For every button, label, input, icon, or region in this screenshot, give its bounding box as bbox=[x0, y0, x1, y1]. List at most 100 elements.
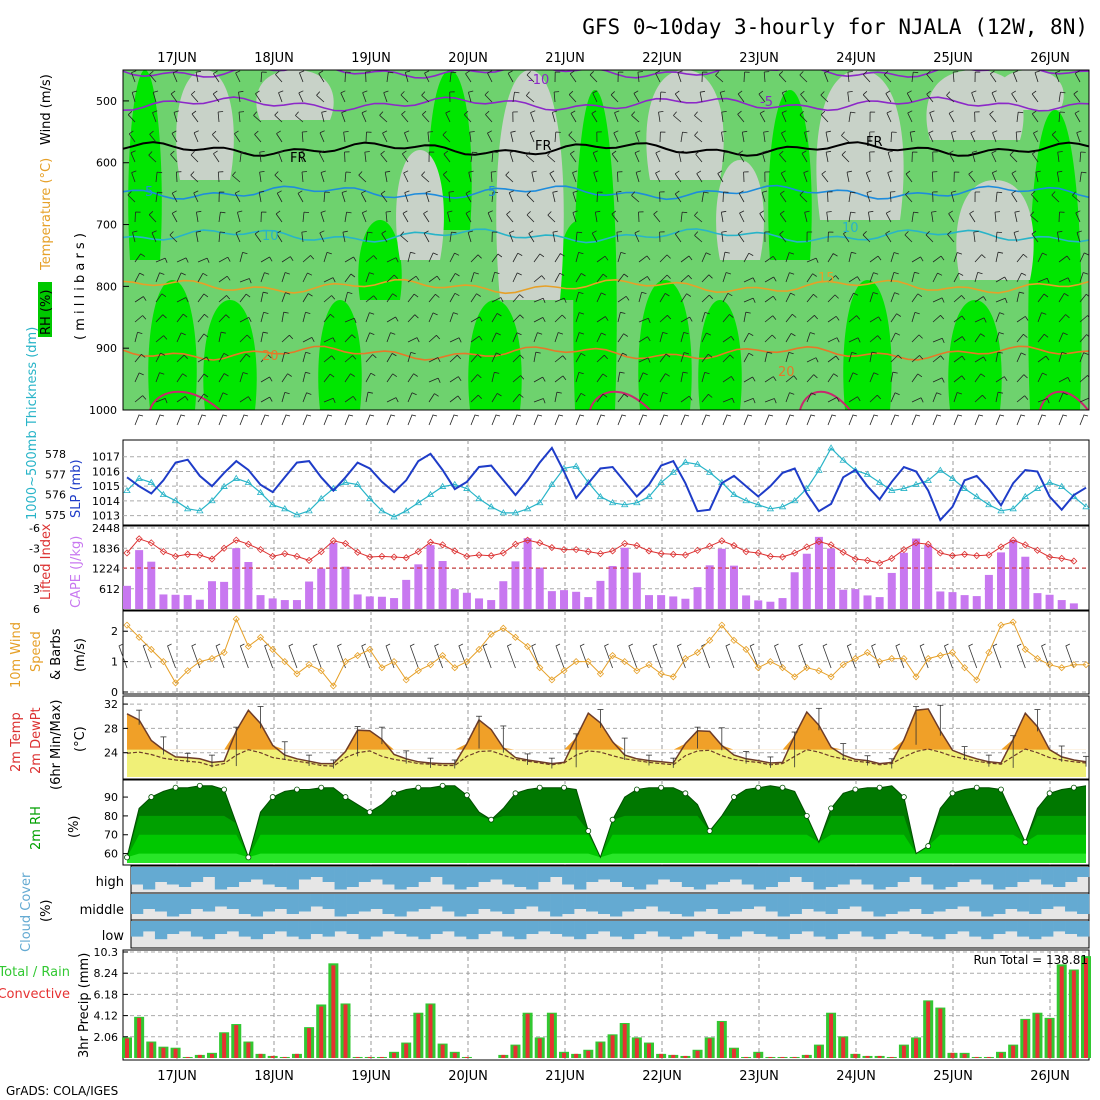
wind-barb bbox=[951, 130, 957, 143]
wind-barb bbox=[449, 354, 461, 363]
run-total: Run Total = 138.81 bbox=[973, 953, 1088, 967]
cloud-bar bbox=[993, 894, 1006, 914]
wind-barb bbox=[508, 190, 514, 203]
cloud-bar bbox=[945, 867, 958, 887]
wind-barb bbox=[341, 110, 347, 123]
cloud-bar bbox=[274, 894, 287, 909]
wind-barb bbox=[449, 292, 460, 303]
precip-conv-bar bbox=[719, 1021, 724, 1058]
thickness-marker bbox=[997, 507, 1005, 514]
precip-conv-bar bbox=[1059, 966, 1064, 1058]
wind-barb bbox=[1016, 374, 1028, 383]
wind-barb bbox=[827, 373, 839, 383]
li-marker bbox=[269, 552, 277, 560]
wind-barb bbox=[213, 150, 220, 163]
wind-barb bbox=[169, 231, 178, 243]
surface-barb bbox=[407, 414, 417, 426]
wind-marker bbox=[451, 664, 459, 672]
li-marker bbox=[754, 549, 762, 557]
cape-bar bbox=[851, 589, 860, 609]
surface-barb bbox=[701, 414, 711, 426]
wind-barb bbox=[911, 271, 920, 283]
wind-barb bbox=[995, 332, 1004, 343]
wind-barb bbox=[575, 252, 584, 263]
wind-barb bbox=[533, 317, 546, 323]
li-marker bbox=[548, 544, 556, 552]
cape-bar bbox=[827, 548, 836, 609]
cloud-bar bbox=[957, 894, 970, 907]
cloud-bar bbox=[250, 921, 264, 940]
rh-marker bbox=[391, 790, 397, 797]
cloud-bar bbox=[909, 894, 922, 909]
cloud-bar bbox=[693, 867, 707, 890]
thickness-marker bbox=[985, 500, 993, 508]
rh-marker bbox=[682, 790, 689, 797]
wind-barb bbox=[171, 190, 178, 203]
wind-barb bbox=[302, 311, 311, 323]
wind-barb bbox=[302, 337, 315, 343]
wind-barb bbox=[764, 376, 777, 383]
cape-bar bbox=[608, 565, 617, 609]
thickness-marker bbox=[159, 490, 168, 498]
wind-barb bbox=[1041, 643, 1050, 669]
wind-barb bbox=[1016, 352, 1026, 363]
precip-conv-bar bbox=[829, 1013, 834, 1058]
surface-barb bbox=[218, 414, 228, 426]
wind-barb bbox=[218, 331, 226, 343]
cloud-bar bbox=[669, 867, 683, 882]
wind-barb bbox=[739, 210, 745, 223]
y-tick-label: 80 bbox=[104, 810, 118, 823]
cape-bar bbox=[936, 591, 945, 609]
wind-barb bbox=[974, 333, 985, 343]
contour-label-pos5-2: 5 bbox=[488, 185, 496, 200]
wind-barb bbox=[259, 171, 265, 183]
wind-barb bbox=[717, 170, 724, 183]
cloud-bar bbox=[322, 867, 335, 882]
li-marker bbox=[609, 547, 617, 555]
precip-conv-bar bbox=[125, 1038, 129, 1058]
wind-barb bbox=[386, 332, 396, 343]
wind-barb bbox=[554, 314, 566, 323]
wind-barb bbox=[512, 252, 523, 263]
li-marker bbox=[329, 537, 337, 545]
wind-barb bbox=[779, 190, 787, 203]
wind-marker bbox=[827, 673, 835, 681]
wind-barb bbox=[239, 396, 252, 403]
li-marker bbox=[657, 550, 665, 558]
wind-barb bbox=[596, 332, 606, 343]
surface-barb bbox=[596, 414, 606, 426]
wind-barb bbox=[554, 71, 561, 83]
rh-marker bbox=[973, 784, 980, 791]
cloud-bar bbox=[514, 894, 527, 909]
y-tick-label: 8.24 bbox=[94, 967, 119, 980]
wind-barb bbox=[213, 70, 220, 83]
cloud-bar bbox=[825, 867, 838, 887]
y-tick-label: 6.18 bbox=[94, 988, 119, 1001]
cloud-bar bbox=[214, 867, 228, 890]
rh-marker bbox=[245, 854, 252, 861]
wind-marker bbox=[815, 667, 823, 675]
wind-barb bbox=[470, 335, 483, 343]
precip-conv-bar bbox=[234, 1025, 239, 1058]
wind-barb bbox=[1079, 375, 1089, 383]
precip-conv-bar bbox=[804, 1054, 809, 1058]
wind-barb bbox=[512, 294, 524, 303]
wind-barb bbox=[579, 643, 589, 669]
cloud-bar bbox=[837, 894, 850, 909]
wind-barb bbox=[995, 276, 1008, 283]
wind-marker bbox=[548, 676, 556, 684]
wind-marker bbox=[426, 661, 435, 669]
li-marker bbox=[839, 548, 847, 556]
wind-barb bbox=[1051, 191, 1060, 203]
wind-barb bbox=[443, 150, 451, 163]
li-marker bbox=[851, 555, 859, 563]
precip-conv-bar bbox=[999, 1052, 1004, 1058]
cloud-bar bbox=[310, 894, 323, 907]
wind-barb bbox=[449, 273, 460, 283]
wind-barb bbox=[658, 111, 664, 123]
rh-low-region bbox=[496, 70, 564, 300]
wind-marker bbox=[256, 633, 265, 641]
wind-barb bbox=[118, 643, 128, 669]
wind-barb bbox=[323, 277, 336, 283]
